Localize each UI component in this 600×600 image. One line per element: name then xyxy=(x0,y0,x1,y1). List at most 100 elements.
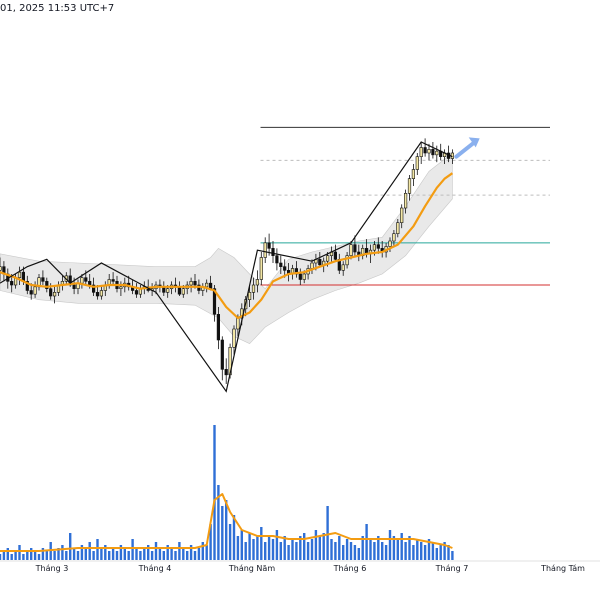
x-tick-label: Tháng Năm xyxy=(228,564,275,573)
candle xyxy=(407,175,412,201)
volume-bar xyxy=(435,548,438,560)
candle xyxy=(423,138,427,157)
volume-bar xyxy=(147,545,150,560)
candle xyxy=(318,252,322,267)
candle xyxy=(435,145,439,163)
volume-bar xyxy=(384,545,388,560)
volume-bar xyxy=(72,548,76,560)
candle xyxy=(259,252,263,285)
volume-bar xyxy=(236,536,240,560)
volume-bar xyxy=(342,545,345,560)
volume-bar xyxy=(264,542,267,560)
volume-bar xyxy=(119,545,123,560)
candle xyxy=(345,252,349,269)
candle xyxy=(134,283,139,298)
volume-bar xyxy=(100,548,103,560)
volume-bar xyxy=(310,539,314,560)
volume-bar xyxy=(404,542,407,560)
volume-bar xyxy=(303,533,306,560)
volume-bar xyxy=(205,545,208,560)
volume-bar xyxy=(326,506,329,560)
volume-bar xyxy=(408,536,411,560)
volume-bar xyxy=(92,551,95,560)
volume-bar xyxy=(53,551,56,560)
volume-bar xyxy=(225,500,228,560)
volume-bar xyxy=(57,548,60,560)
candle xyxy=(220,336,224,381)
candle xyxy=(216,307,221,350)
volume-bar xyxy=(369,539,372,560)
candle xyxy=(349,241,353,260)
volume-bar xyxy=(18,545,21,560)
volume-bar xyxy=(412,545,415,560)
volume-bar xyxy=(22,554,25,560)
candle xyxy=(248,285,252,307)
candle xyxy=(283,259,287,278)
arrow-head xyxy=(468,137,480,148)
volume-bar xyxy=(65,551,68,560)
volume-bar xyxy=(108,551,111,560)
volume-bar xyxy=(96,539,99,560)
candle xyxy=(400,204,404,229)
candle xyxy=(111,272,115,285)
candle xyxy=(353,235,357,256)
volume-bar xyxy=(330,539,333,560)
candle xyxy=(415,153,419,175)
candle xyxy=(232,325,236,355)
volume-bar xyxy=(416,539,419,560)
volume-bar xyxy=(174,551,177,560)
zigzag-line xyxy=(0,141,453,393)
x-tick-label: Tháng 3 xyxy=(35,564,69,573)
volume-bar xyxy=(193,551,197,560)
candle xyxy=(251,277,256,300)
candle xyxy=(271,241,275,263)
volume-bar xyxy=(30,548,33,560)
volume-bar xyxy=(392,536,396,560)
bollinger-band xyxy=(0,152,453,345)
volume-bar xyxy=(88,542,91,560)
candle xyxy=(275,248,279,271)
volume-bar xyxy=(353,545,357,560)
volume-bars xyxy=(0,425,454,560)
volume-bar xyxy=(131,539,134,560)
volume-bar xyxy=(248,533,251,560)
volume-bar xyxy=(170,548,173,560)
volume-bar xyxy=(115,551,119,560)
candle xyxy=(411,164,416,186)
volume-bar xyxy=(14,551,17,560)
x-tick-label: Tháng Tám xyxy=(540,564,585,573)
volume-bar xyxy=(41,548,45,560)
volume-bar xyxy=(256,536,259,560)
volume-bar xyxy=(139,551,142,560)
volume-bar xyxy=(338,536,341,560)
volume-bar xyxy=(45,551,48,560)
volume-bar xyxy=(318,536,321,560)
volume-bar xyxy=(400,533,403,560)
volume-bar xyxy=(287,545,290,560)
volume-bar xyxy=(221,506,224,560)
candle xyxy=(427,143,431,161)
volume-bar xyxy=(135,548,138,560)
volume-bar xyxy=(279,542,282,560)
zigzag-pattern xyxy=(0,141,453,393)
x-tick-label: Tháng 6 xyxy=(333,564,367,573)
volume-bar xyxy=(10,554,13,560)
candle xyxy=(388,237,392,252)
candle xyxy=(341,261,345,276)
volume-bar xyxy=(260,527,263,560)
volume-bar xyxy=(322,533,325,560)
candle xyxy=(419,142,423,164)
volume-bar xyxy=(0,554,2,560)
volume-bar xyxy=(37,554,41,560)
candle xyxy=(25,275,29,295)
volume-bar xyxy=(213,425,216,560)
volume-bar xyxy=(275,530,279,560)
candle xyxy=(0,257,2,282)
volume-bar xyxy=(377,536,380,560)
volume-bar xyxy=(349,542,353,560)
volume-bar xyxy=(373,542,376,560)
volume-bar xyxy=(431,542,435,560)
volume-bar xyxy=(314,530,318,560)
volume-bar xyxy=(388,530,392,560)
